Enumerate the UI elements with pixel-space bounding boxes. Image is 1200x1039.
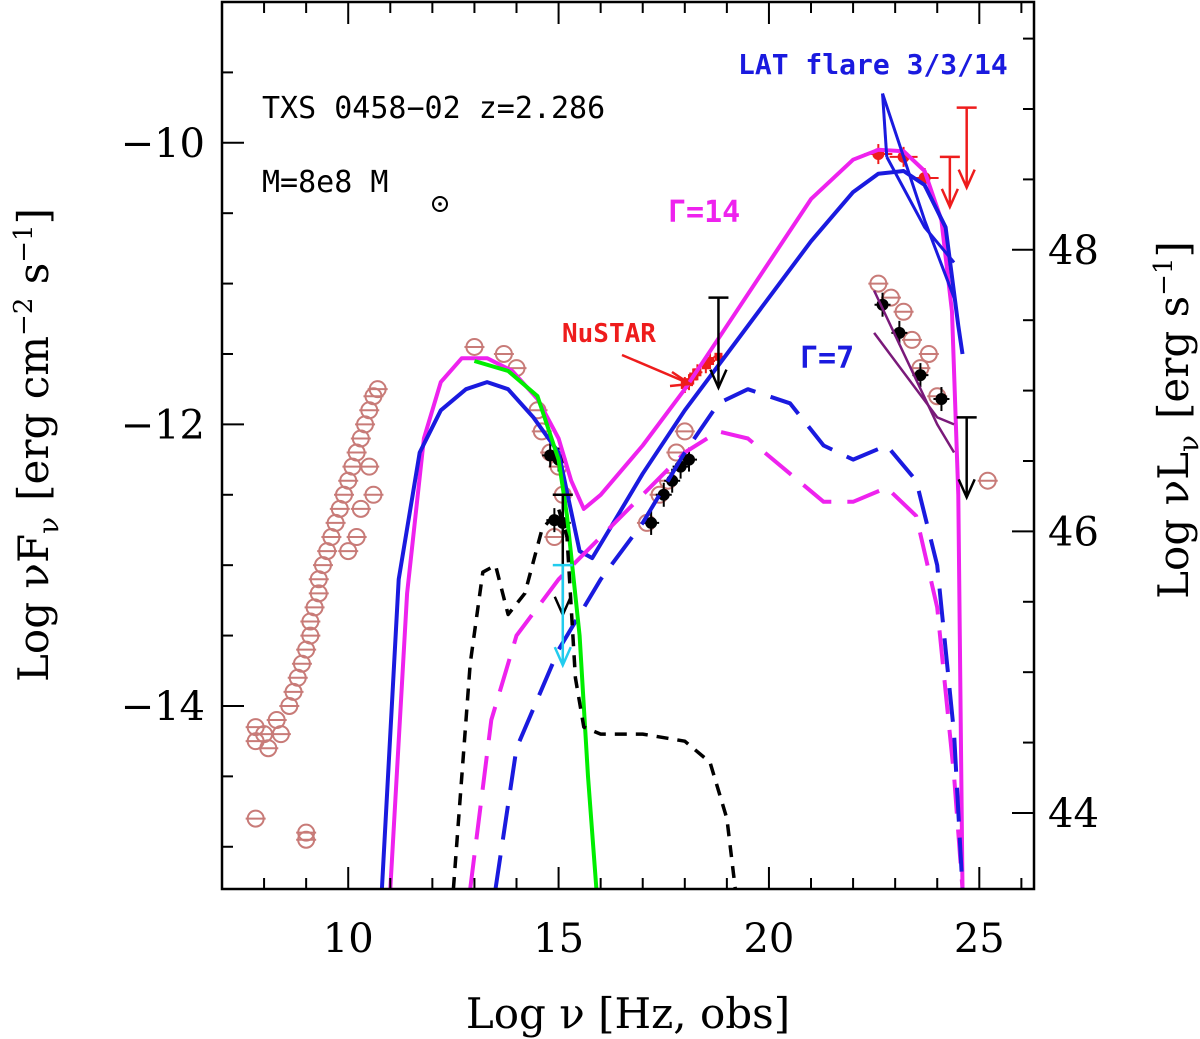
archival-point	[464, 337, 485, 356]
archival-point	[338, 542, 359, 561]
sun-symbol	[432, 196, 448, 212]
y-right-tick-label: 48	[1048, 228, 1099, 274]
archival-point	[493, 344, 514, 363]
archival-point	[346, 528, 367, 547]
gamma14-model-curve	[388, 147, 965, 889]
svg-text:Log νLν[erg s−1]: Log νLν[erg s−1]	[1149, 241, 1200, 599]
archival-point	[300, 626, 321, 645]
archival-point	[245, 809, 266, 828]
y-axis-title: Log νFν[erg cm−2 s−1]	[9, 208, 65, 682]
uv-upper-limit	[552, 563, 573, 669]
archival-point	[977, 471, 998, 490]
nustar-point	[705, 353, 716, 370]
y-tick-label: −14	[121, 684, 205, 730]
x-tick-label: 10	[323, 916, 374, 962]
archival-point	[258, 739, 279, 758]
y-tick-label: −10	[121, 121, 205, 167]
source-annotation: TXS 0458−02 z=2.286	[262, 91, 605, 126]
gamma14-ec-component-curve	[468, 429, 965, 889]
archival-point	[359, 457, 380, 476]
x-axis-title: Log ν [Hz, obs]	[466, 989, 790, 1038]
archival-point	[868, 274, 889, 293]
tev-upper-limit	[956, 416, 977, 501]
disk-torus-corona-curve	[451, 507, 738, 889]
x-tick-label: 20	[743, 916, 794, 962]
plot-frame	[220, 0, 1036, 891]
archival-point	[674, 422, 695, 441]
archival-point	[296, 830, 317, 849]
data-point-black	[933, 387, 950, 412]
gamma7-label: Γ=7	[800, 341, 854, 376]
archival-point	[901, 330, 922, 349]
data-point-black	[912, 363, 929, 388]
xray-upper-limit	[708, 296, 729, 391]
mass-annotation: M=8e8 M	[262, 165, 448, 212]
lat-flare-bowtie	[881, 93, 956, 299]
x-tick-label: 15	[533, 916, 584, 962]
data-point-black	[643, 510, 660, 535]
archival-point	[893, 302, 914, 321]
archival-point	[367, 380, 388, 399]
lat-flare-label: LAT flare 3/3/14	[738, 48, 1008, 81]
y-axis-right-title: Log νLν[erg s−1]	[1149, 241, 1200, 599]
archival-point	[918, 344, 939, 363]
gamma7-model-curve	[379, 169, 965, 889]
gamma7-ec-component-curve	[493, 387, 965, 889]
lat-upper-limit	[939, 155, 960, 210]
nustar-arrow	[621, 353, 694, 388]
y-right-tick-label: 46	[1048, 509, 1099, 555]
x-tick-label: 25	[954, 916, 1005, 962]
svg-text:Log νFν[erg cm−2 s−1]: Log νFν[erg cm−2 s−1]	[9, 208, 65, 682]
lat-upper-limit	[956, 106, 977, 191]
disk-curve	[473, 359, 599, 889]
y-tick-label: −12	[121, 402, 205, 448]
archival-point	[270, 725, 291, 744]
archival-point	[363, 485, 384, 504]
y-right-tick-label: 44	[1048, 791, 1099, 837]
svg-text:M=8e8 M: M=8e8 M	[262, 165, 388, 200]
gamma14-label: Γ=14	[668, 195, 740, 230]
nustar-label: NuSTAR	[562, 319, 656, 349]
archive-bowtie	[872, 290, 956, 454]
data-point-black	[655, 482, 672, 507]
archival-point	[350, 499, 371, 518]
archival-point	[308, 584, 329, 603]
